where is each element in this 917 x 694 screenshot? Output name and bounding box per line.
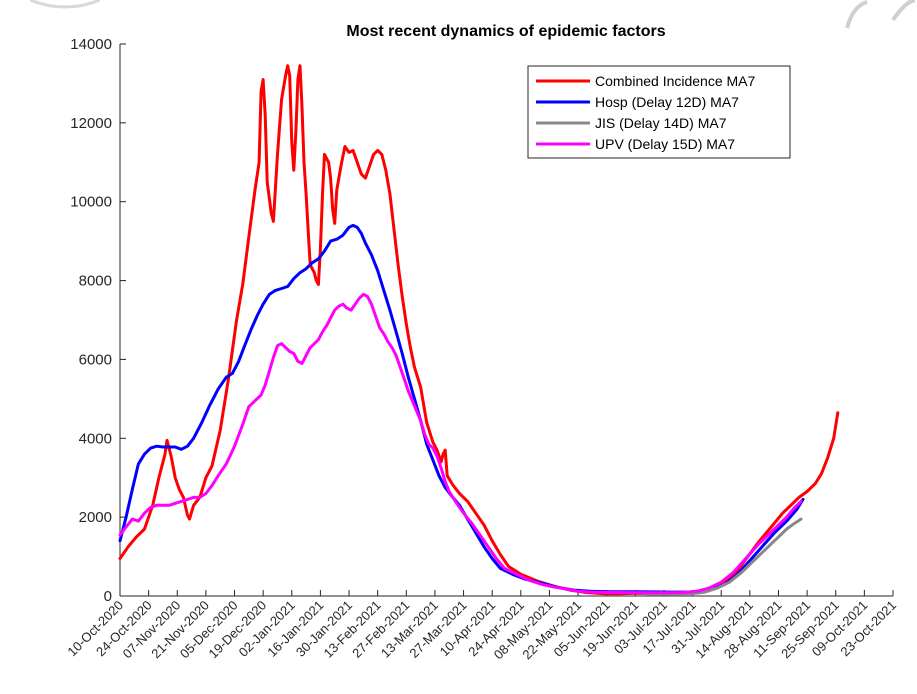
corner-decoration-right bbox=[845, 0, 916, 29]
y-tick-label: 14000 bbox=[70, 36, 112, 53]
y-tick-label: 8000 bbox=[79, 273, 112, 290]
legend: Combined Incidence MA7 Hosp (Delay 12D) M… bbox=[527, 65, 791, 159]
series-layer bbox=[118, 64, 840, 596]
y-axis: 0 2000 4000 6000 8000 10000 12000 14000 bbox=[70, 36, 126, 605]
y-tick-label: 6000 bbox=[79, 351, 112, 368]
chart-title: Most recent dynamics of epidemic factors bbox=[346, 23, 665, 40]
y-tick-group: 0 2000 4000 6000 8000 10000 12000 14000 bbox=[70, 36, 126, 605]
y-tick-label: 0 bbox=[104, 588, 112, 605]
y-tick-label: 12000 bbox=[70, 115, 112, 132]
x-tick-group: 10-Oct-202024-Oct-202007-Nov-202021-Nov-… bbox=[64, 590, 899, 662]
legend-label: Combined Incidence MA7 bbox=[595, 73, 756, 89]
legend-label: Hosp (Delay 12D) MA7 bbox=[595, 94, 739, 110]
y-tick-label: 10000 bbox=[70, 194, 112, 211]
corner-decoration-left bbox=[30, 0, 100, 9]
legend-items: Combined Incidence MA7 Hosp (Delay 12D) M… bbox=[536, 73, 756, 152]
y-tick-label: 2000 bbox=[79, 509, 112, 526]
legend-label: JIS (Delay 14D) MA7 bbox=[595, 115, 727, 131]
legend-label: UPV (Delay 15D) MA7 bbox=[595, 136, 735, 152]
y-tick-label: 4000 bbox=[79, 430, 112, 447]
series-line-4 bbox=[118, 292, 803, 595]
x-axis: 10-Oct-202024-Oct-202007-Nov-202021-Nov-… bbox=[64, 590, 899, 662]
